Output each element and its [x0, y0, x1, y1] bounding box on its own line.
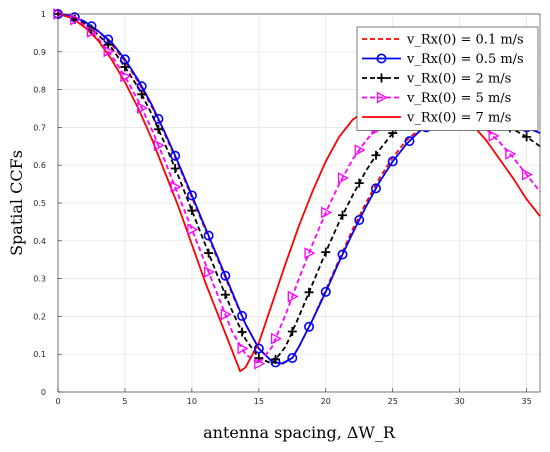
x-axis-title: antenna spacing, ΔW_R	[203, 423, 396, 442]
series-3-marker	[321, 206, 333, 219]
y-tick-label: 0.7	[33, 123, 46, 132]
series-1-marker	[170, 150, 181, 161]
y-tick-label: 0.3	[33, 275, 46, 284]
series-3-marker	[170, 181, 182, 193]
y-tick-label: 0.8	[33, 86, 46, 95]
series-3-marker	[270, 332, 282, 345]
series-3-marker	[488, 130, 500, 142]
series-1-marker	[320, 286, 331, 297]
y-tick-label: 1	[41, 10, 46, 19]
y-tick-label: 0.1	[33, 350, 46, 359]
series-3-marker	[505, 147, 517, 160]
series-2-marker	[304, 287, 314, 297]
series-3-marker	[354, 144, 366, 156]
series-2-marker	[522, 132, 532, 142]
series-2-marker	[220, 290, 230, 300]
y-axis-title: Spatial CCFs	[7, 150, 26, 256]
series-3-marker	[153, 139, 165, 152]
series-1-marker	[186, 190, 197, 201]
series-3-marker	[53, 8, 65, 20]
legend-label-3: v_Rx(0) = 5 m/s	[406, 91, 511, 106]
x-tick-label: 5	[122, 397, 127, 406]
y-tick-label: 0.6	[33, 161, 46, 170]
series-2-marker	[271, 354, 281, 364]
series-3-marker	[137, 102, 149, 114]
series-2-marker	[321, 247, 331, 257]
y-tick-label: 0	[41, 388, 46, 397]
series-3-marker	[237, 342, 249, 355]
x-tick-label: 20	[321, 397, 331, 406]
legend-label-0: v_Rx(0) = 0.1 m/s	[406, 33, 524, 48]
series-3-marker	[254, 357, 266, 370]
x-tick-label: 10	[187, 397, 197, 406]
legend: v_Rx(0) = 0.1 m/s v_Rx(0) = 0.5 m/s v_Rx(0…	[356, 26, 539, 131]
series-2-marker	[120, 62, 130, 72]
series-2-marker	[153, 124, 163, 134]
series-3-marker	[187, 223, 199, 236]
x-tick-label: 30	[455, 397, 465, 406]
y-tick-label: 0.2	[33, 312, 46, 321]
series-1-marker	[237, 310, 248, 321]
series-2-marker	[103, 40, 113, 50]
series-2-marker	[170, 164, 180, 174]
series-3-marker	[120, 70, 132, 83]
series-2-marker	[354, 178, 364, 188]
series-3-marker	[86, 26, 98, 38]
series-2-marker	[371, 150, 381, 160]
series-3-marker	[203, 266, 216, 278]
series-3-marker	[521, 168, 533, 181]
y-tick-label: 0.4	[33, 237, 46, 246]
legend-marker-1	[376, 53, 387, 64]
series-2-marker	[287, 327, 297, 337]
x-tick-label: 15	[254, 397, 264, 406]
series-1-marker	[404, 136, 415, 147]
series-3-marker	[287, 290, 299, 303]
series-3-marker	[103, 45, 115, 58]
series-2-marker	[137, 89, 147, 99]
series-2-marker	[204, 248, 214, 258]
series-3-marker	[70, 13, 82, 26]
series-1-marker	[387, 156, 398, 167]
series-1-marker	[354, 215, 365, 226]
x-tick-label: 35	[522, 397, 532, 406]
series-3-marker	[337, 172, 349, 184]
series-2-marker	[338, 210, 348, 220]
series-1-marker	[370, 183, 381, 194]
series-1-marker	[220, 270, 231, 281]
y-tick-label: 0.5	[33, 199, 46, 208]
legend-marker-3	[376, 91, 388, 104]
x-tick-label: 25	[388, 397, 398, 406]
y-tick-label: 0.9	[33, 48, 46, 57]
series-2-marker	[237, 327, 247, 337]
series-line-3	[57, 13, 541, 365]
legend-label-1: v_Rx(0) = 0.5 m/s	[406, 52, 524, 67]
series-2-marker	[187, 206, 197, 216]
legend-label-2: v_Rx(0) = 2 m/s	[406, 72, 511, 87]
series-3-marker	[304, 247, 316, 259]
legend-marker-2	[377, 73, 386, 83]
series-1-marker	[203, 230, 214, 241]
series-1-marker	[337, 249, 348, 260]
x-tick-label: 0	[55, 397, 60, 406]
series-1-marker	[287, 352, 298, 363]
series-3-marker	[220, 308, 232, 321]
ticks-group: 0 5 10 15 20 25 30 35 0 0.1 0.2 0.3 0.4 0.5 0.6 0.7 0.8 0…	[33, 10, 531, 406]
series-1-marker	[253, 343, 264, 354]
series-1-marker	[304, 321, 315, 332]
series-1-marker	[153, 113, 164, 124]
legend-label-4: v_Rx(0) = 7 m/s	[406, 111, 511, 126]
